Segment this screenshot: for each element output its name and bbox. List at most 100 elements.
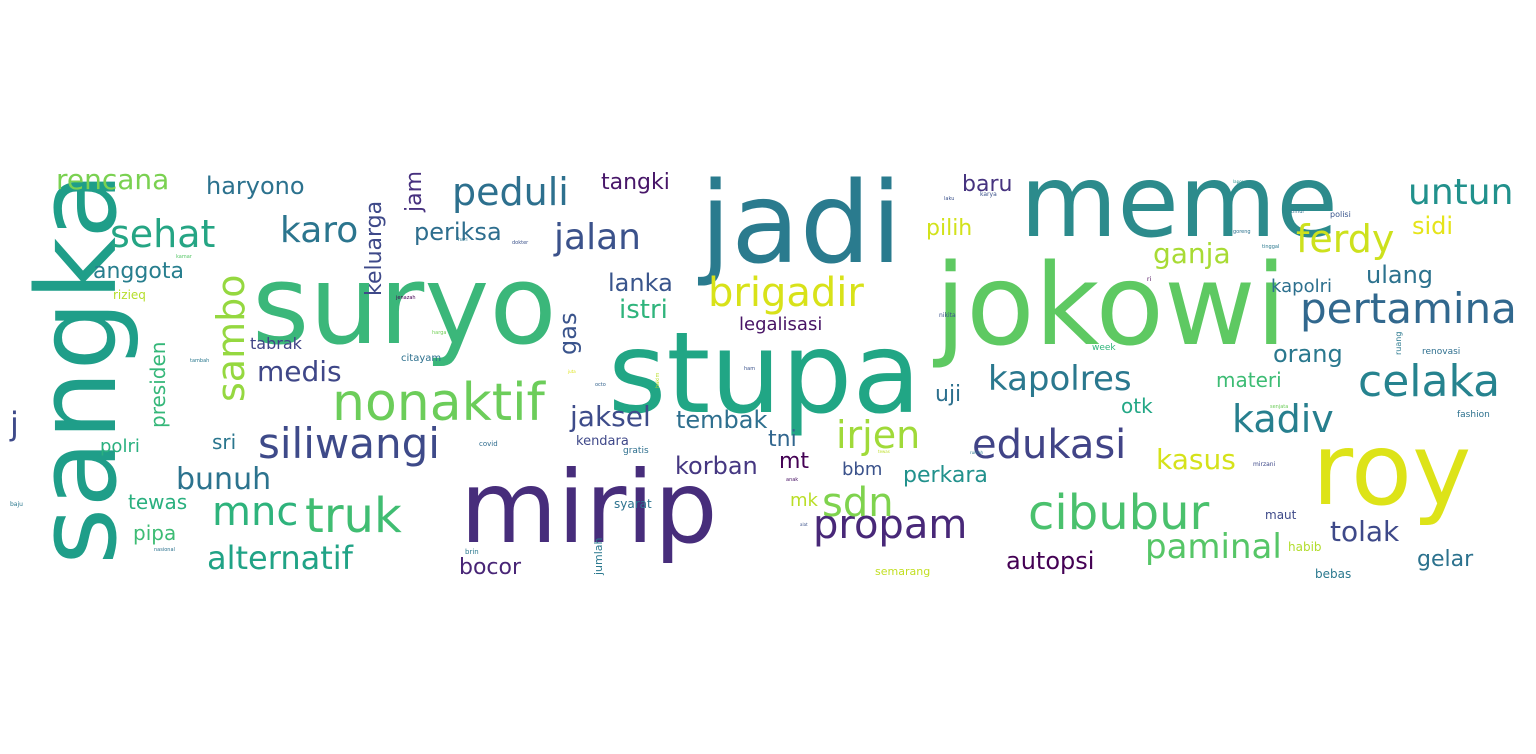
word-114: hakim xyxy=(655,372,661,388)
word-12: pertamina xyxy=(1300,284,1517,333)
word-91: nikita xyxy=(939,312,956,319)
word-81: maut xyxy=(1265,508,1297,522)
word-87: citayam xyxy=(401,353,442,364)
word-113: lapor xyxy=(1233,179,1244,184)
word-68: polri xyxy=(100,436,140,457)
word-31: rencana xyxy=(56,163,170,196)
word-105: laku xyxy=(944,196,955,202)
word-100: tambah xyxy=(190,358,210,364)
word-17: kadiv xyxy=(1232,397,1334,441)
word-99: nasional xyxy=(154,547,175,553)
word-92: ruang xyxy=(1394,331,1403,355)
word-10: edukasi xyxy=(972,422,1127,468)
word-26: paminal xyxy=(1145,527,1282,567)
word-55: orang xyxy=(1273,340,1343,368)
word-83: bebas xyxy=(1315,567,1352,581)
word-89: polisi xyxy=(1330,210,1351,219)
word-90: mirzani xyxy=(1253,461,1276,468)
word-53: ulang xyxy=(1366,261,1434,289)
word-40: medis xyxy=(257,355,342,388)
word-30: sambo xyxy=(209,274,253,402)
word-51: baru xyxy=(962,172,1013,197)
word-48: mt xyxy=(779,449,810,474)
word-35: tangki xyxy=(601,170,670,195)
word-77: syarat xyxy=(614,497,652,511)
word-56: materi xyxy=(1216,368,1282,392)
word-0: meme xyxy=(1020,143,1338,260)
word-93: ri xyxy=(1147,276,1152,283)
word-71: tabrak xyxy=(250,334,302,353)
word-103: jenazah xyxy=(396,295,416,301)
word-74: mk xyxy=(790,490,818,511)
word-108: tinggal xyxy=(1262,244,1280,250)
word-13: brigadir xyxy=(708,270,864,316)
word-106: goreng xyxy=(1233,229,1251,235)
word-6: mirip xyxy=(460,449,718,566)
word-79: brin xyxy=(465,548,479,556)
word-61: tolak xyxy=(1330,515,1400,548)
word-19: peduli xyxy=(452,170,569,214)
word-29: sdn xyxy=(822,480,894,526)
word-57: uji xyxy=(935,382,962,407)
word-43: istri xyxy=(619,295,668,325)
word-101: harga xyxy=(432,330,447,336)
word-28: mnc xyxy=(212,489,299,535)
word-38: jam xyxy=(402,170,427,212)
word-82: habib xyxy=(1288,540,1322,554)
word-45: gas xyxy=(554,312,582,355)
word-4: jokowi xyxy=(935,241,1287,371)
word-95: anak xyxy=(786,477,799,483)
word-62: gelar xyxy=(1417,547,1474,572)
word-8: nonaktif xyxy=(332,373,545,433)
word-3: stupa xyxy=(608,309,921,439)
word-39: anggota xyxy=(93,259,184,284)
word-98: dokter xyxy=(512,240,529,246)
word-85: renovasi xyxy=(1422,347,1461,357)
word-2: suryo xyxy=(252,241,557,369)
word-58: otk xyxy=(1121,394,1153,418)
word-15: propam xyxy=(813,502,968,548)
word-73: j xyxy=(10,405,19,443)
word-36: periksa xyxy=(414,218,502,246)
word-22: karo xyxy=(280,210,359,251)
word-75: kendara xyxy=(576,434,629,449)
word-1: jadi xyxy=(700,159,902,289)
word-67: sri xyxy=(212,430,237,454)
word-27: alternatif xyxy=(207,539,353,577)
word-88: covid xyxy=(479,440,498,448)
word-102: kamar xyxy=(176,254,192,260)
word-65: bocor xyxy=(459,555,522,580)
word-63: perkara xyxy=(903,463,988,488)
word-110: senjata xyxy=(1270,404,1289,410)
word-115: juta xyxy=(568,369,576,374)
word-72: rizieq xyxy=(113,288,146,302)
word-33: tembak xyxy=(676,406,768,434)
word-70: pipa xyxy=(133,521,177,545)
word-116: baju xyxy=(10,501,23,508)
word-47: tni xyxy=(768,427,797,452)
word-96: octo xyxy=(595,382,606,388)
word-44: legalisasi xyxy=(739,314,823,335)
word-20: jalan xyxy=(554,217,641,258)
word-84: week xyxy=(1092,343,1116,353)
word-24: truk xyxy=(305,488,402,544)
word-69: tewas xyxy=(128,490,188,514)
word-9: siliwangi xyxy=(258,419,440,468)
word-112: alat xyxy=(800,522,808,527)
word-64: bbm xyxy=(842,459,883,480)
word-14: cibubur xyxy=(1028,485,1210,541)
word-25: irjen xyxy=(836,413,921,457)
word-109: rumah xyxy=(970,450,984,455)
word-46: korban xyxy=(675,452,758,480)
word-78: jumlah xyxy=(592,537,605,575)
word-21: sehat xyxy=(110,212,216,256)
word-52: sidi xyxy=(1412,212,1454,240)
word-111: tewas xyxy=(878,449,890,454)
word-94: ham xyxy=(744,366,756,372)
word-37: keluarga xyxy=(362,200,387,296)
word-80: semarang xyxy=(875,565,931,578)
word-104: karya xyxy=(980,191,997,198)
word-18: untun xyxy=(1408,172,1514,213)
word-49: ganja xyxy=(1153,237,1231,270)
